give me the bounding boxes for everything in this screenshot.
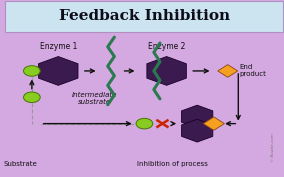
Text: Inhibition of process: Inhibition of process bbox=[137, 161, 208, 167]
Text: Feedback Inhibition: Feedback Inhibition bbox=[59, 10, 230, 24]
FancyBboxPatch shape bbox=[5, 1, 283, 32]
Polygon shape bbox=[181, 105, 213, 128]
Text: Substrate: Substrate bbox=[4, 161, 37, 167]
Polygon shape bbox=[181, 119, 213, 142]
Circle shape bbox=[24, 92, 40, 102]
Text: Enzyme 1: Enzyme 1 bbox=[39, 42, 77, 51]
Text: © Buzzle.com: © Buzzle.com bbox=[271, 133, 275, 162]
Text: End
product: End product bbox=[239, 64, 266, 78]
Polygon shape bbox=[39, 56, 78, 85]
Polygon shape bbox=[203, 117, 224, 130]
Text: Enzyme 2: Enzyme 2 bbox=[148, 42, 185, 51]
Polygon shape bbox=[218, 65, 238, 77]
Circle shape bbox=[24, 66, 40, 76]
Circle shape bbox=[136, 118, 153, 129]
Polygon shape bbox=[147, 56, 186, 85]
Text: Intermediate
substrate: Intermediate substrate bbox=[72, 92, 117, 105]
